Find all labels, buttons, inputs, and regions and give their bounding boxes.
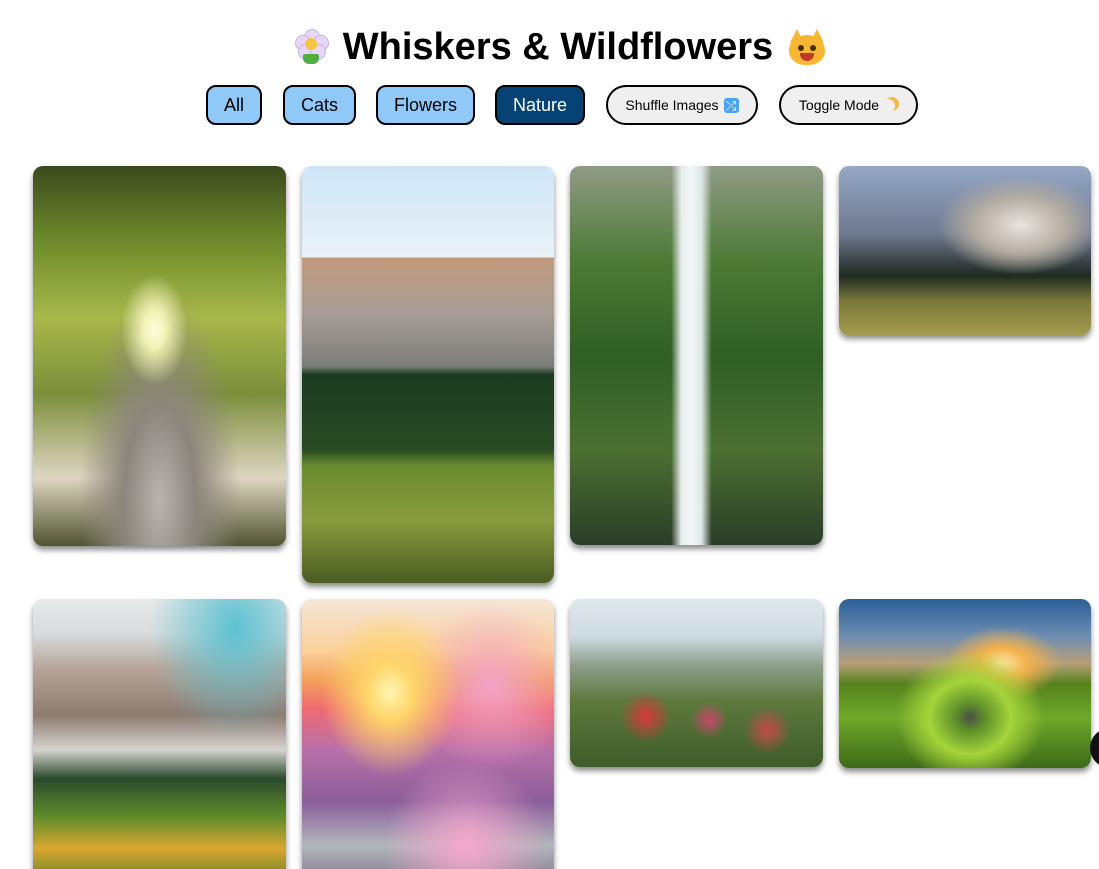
wildflower-field-image [570, 599, 823, 767]
crescent-moon-icon [881, 99, 895, 113]
filter-cats-button[interactable]: Cats [283, 85, 356, 125]
gallery-image[interactable] [839, 599, 1091, 768]
shuffle-icon: ⤮ [723, 97, 739, 113]
dolomite-peaks-image [33, 599, 286, 869]
gallery-image[interactable] [302, 599, 554, 869]
filter-nature-button[interactable]: Nature [495, 85, 585, 125]
shuffle-images-label: Shuffle Images [625, 97, 719, 113]
el-capitan-meadow-image [839, 166, 1091, 335]
gallery-image[interactable] [33, 599, 286, 869]
floating-button[interactable] [1090, 728, 1099, 768]
gallery-image[interactable] [33, 166, 286, 546]
green-valley-spiral-image [839, 599, 1091, 768]
toggle-mode-label: Toggle Mode [798, 97, 880, 113]
cat-face-icon [787, 28, 827, 65]
gallery-image[interactable] [302, 166, 554, 583]
gallery-image[interactable] [839, 166, 1091, 335]
filter-all-button[interactable]: All [206, 85, 262, 125]
gallery-image[interactable] [570, 166, 823, 545]
filter-cats-label: Cats [300, 94, 338, 115]
filter-nature-label: Nature [512, 94, 568, 115]
shuffle-images-button[interactable]: Shuffle Images ⤮ [606, 85, 758, 125]
giant-tree-image [33, 166, 286, 546]
filter-flowers-button[interactable]: Flowers [376, 85, 475, 125]
flower-icon [293, 28, 329, 65]
cherry-blossom-sunset-image [302, 599, 554, 869]
filter-all-label: All [223, 94, 244, 115]
page-title: Whiskers & Wildflowers [0, 20, 1099, 72]
deer-half-dome-image [302, 166, 554, 583]
toggle-mode-button[interactable]: Toggle Mode [779, 85, 918, 125]
gallery-image[interactable] [570, 599, 823, 767]
filter-bar: All Cats Flowers Nature Shuffle Images ⤮… [0, 85, 1099, 127]
multnomah-falls-image [570, 166, 823, 545]
filter-flowers-label: Flowers [393, 94, 457, 115]
title-text: Whiskers & Wildflowers [342, 25, 774, 68]
